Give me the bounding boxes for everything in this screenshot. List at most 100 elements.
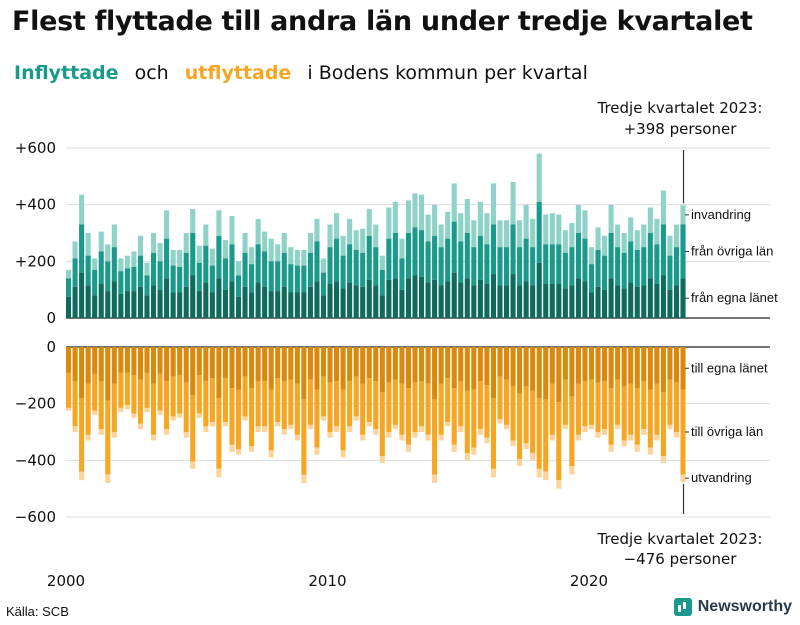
bar-outflow-local	[170, 347, 176, 377]
bar-inflow-other	[66, 278, 72, 297]
bar-inflow-local	[131, 291, 137, 318]
bar-outflow-local	[432, 347, 438, 400]
bar-inflow-other	[111, 247, 117, 282]
bar-inflow-abroad	[484, 213, 490, 245]
bar-inflow-other	[425, 241, 431, 283]
bar-outflow-abroad	[471, 447, 477, 455]
bar-inflow-local	[249, 292, 255, 318]
bar-outflow-abroad	[268, 450, 274, 458]
bar-inflow-abroad	[294, 250, 300, 266]
bar-outflow-other	[445, 378, 451, 423]
bar-inflow-local	[209, 292, 215, 318]
bar-outflow-abroad	[503, 424, 510, 430]
bar-inflow-other	[235, 275, 242, 297]
bar-inflow-other	[471, 247, 477, 286]
bar-outflow-abroad	[647, 447, 653, 455]
bar-inflow-abroad	[150, 233, 157, 253]
bar-outflow-local	[66, 347, 72, 373]
bar-inflow-abroad	[242, 233, 248, 253]
annotation-top-line1: Tredje kvartalet 2023:	[597, 99, 763, 117]
bar-inflow-other	[79, 224, 85, 273]
bar-outflow-abroad	[334, 426, 340, 432]
bar-outflow-other	[294, 383, 300, 435]
bar-inflow-abroad	[98, 231, 104, 252]
bar-outflow-local	[517, 347, 523, 394]
bar-inflow-other	[366, 235, 372, 280]
bar-inflow-abroad	[569, 223, 575, 248]
bar-outflow-abroad	[85, 434, 91, 441]
bar-inflow-abroad	[314, 218, 320, 242]
bar-inflow-local	[327, 284, 333, 318]
bar-outflow-local	[281, 347, 287, 381]
bar-outflow-local	[334, 347, 340, 381]
bar-inflow-local	[464, 278, 470, 318]
y-tick-label: 0	[46, 309, 56, 327]
bar-inflow-other	[497, 247, 503, 286]
bar-outflow-abroad	[98, 429, 104, 435]
bar-inflow-local	[262, 286, 268, 318]
bar-inflow-abroad	[523, 204, 529, 239]
bar-outflow-other	[608, 388, 614, 445]
bar-inflow-abroad	[124, 255, 130, 269]
bar-inflow-abroad	[209, 248, 215, 266]
bar-inflow-other	[72, 258, 78, 287]
bar-inflow-abroad	[320, 258, 327, 273]
bar-outflow-other	[118, 372, 124, 408]
bar-inflow-local	[680, 278, 686, 318]
bar-inflow-abroad	[608, 204, 614, 233]
bar-outflow-local	[399, 347, 405, 384]
bar-outflow-other	[301, 399, 307, 475]
bar-inflow-other	[418, 230, 425, 277]
bar-outflow-abroad	[157, 410, 163, 415]
bar-inflow-other	[477, 235, 483, 280]
bar-inflow-abroad	[229, 216, 235, 245]
bar-inflow-abroad	[85, 233, 91, 256]
bar-inflow-other	[196, 262, 202, 292]
bar-inflow-local	[307, 286, 313, 318]
bar-outflow-local	[131, 347, 137, 376]
bar-inflow-other	[634, 250, 640, 287]
bar-outflow-abroad	[418, 426, 425, 432]
bar-inflow-other	[458, 241, 464, 283]
bar-outflow-abroad	[301, 474, 307, 483]
y-tick-label: +400	[15, 196, 56, 214]
bar-outflow-other	[588, 379, 595, 425]
bar-inflow-local	[366, 279, 372, 318]
bar-outflow-abroad	[360, 434, 366, 441]
bar-inflow-abroad	[425, 214, 431, 242]
bar-inflow-local	[118, 293, 124, 318]
bar-outflow-abroad	[216, 468, 222, 478]
bar-inflow-local	[288, 292, 294, 318]
subtitle-inflyttade: Inflyttade	[14, 62, 119, 84]
bar-outflow-other	[255, 381, 261, 427]
bar-outflow-other	[628, 383, 634, 435]
bar-inflow-local	[412, 275, 418, 318]
bar-inflow-other	[281, 252, 287, 287]
bar-outflow-other	[275, 378, 281, 423]
segment-label-out-local: till egna länet	[691, 360, 768, 375]
bar-inflow-other	[641, 247, 647, 286]
bar-outflow-local	[536, 347, 542, 398]
bar-inflow-abroad	[340, 235, 346, 256]
bar-outflow-abroad	[72, 426, 78, 432]
bar-outflow-local	[177, 347, 183, 376]
bar-outflow-abroad	[477, 429, 483, 435]
bar-outflow-local	[268, 347, 274, 390]
bar-inflow-abroad	[288, 247, 294, 265]
bar-inflow-abroad	[222, 240, 228, 259]
bar-outflow-abroad	[288, 424, 294, 430]
bar-inflow-abroad	[386, 207, 392, 239]
bar-inflow-other	[412, 227, 418, 276]
bar-inflow-abroad	[399, 238, 405, 259]
bar-inflow-local	[667, 289, 673, 318]
bar-inflow-abroad	[458, 213, 464, 242]
bar-inflow-other	[503, 247, 510, 286]
bar-outflow-abroad	[235, 449, 242, 455]
bar-outflow-abroad	[582, 426, 588, 432]
bar-outflow-local	[647, 347, 653, 390]
bar-inflow-other	[229, 244, 235, 282]
bar-inflow-other	[190, 233, 196, 276]
bar-inflow-abroad	[118, 258, 124, 272]
bar-outflow-abroad	[353, 416, 359, 421]
bar-inflow-other	[602, 255, 608, 290]
